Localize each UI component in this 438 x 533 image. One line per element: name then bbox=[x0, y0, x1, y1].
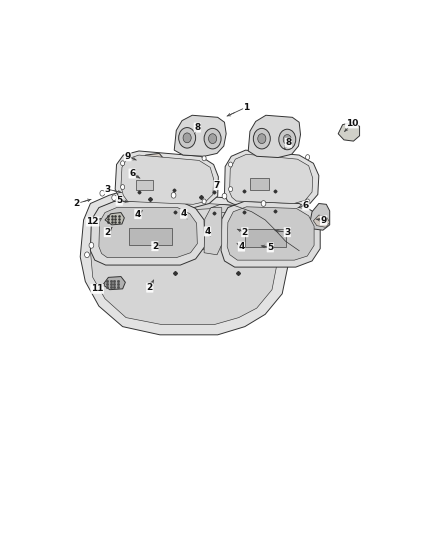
Polygon shape bbox=[103, 277, 125, 290]
Circle shape bbox=[85, 252, 89, 257]
Polygon shape bbox=[130, 228, 172, 245]
Polygon shape bbox=[221, 201, 320, 267]
Text: 4: 4 bbox=[204, 227, 211, 236]
Text: 8: 8 bbox=[285, 138, 291, 147]
Circle shape bbox=[112, 195, 117, 200]
Circle shape bbox=[202, 199, 206, 204]
Text: 1: 1 bbox=[244, 102, 250, 111]
Text: 4: 4 bbox=[135, 209, 141, 219]
Polygon shape bbox=[99, 207, 197, 257]
Text: 6: 6 bbox=[129, 169, 135, 178]
Circle shape bbox=[229, 162, 233, 167]
Text: 9: 9 bbox=[124, 152, 131, 161]
Polygon shape bbox=[221, 213, 260, 251]
Text: 8: 8 bbox=[194, 123, 201, 132]
Polygon shape bbox=[248, 115, 300, 158]
Polygon shape bbox=[250, 178, 268, 190]
Circle shape bbox=[276, 252, 281, 257]
Circle shape bbox=[253, 128, 270, 149]
Circle shape bbox=[179, 127, 196, 148]
Polygon shape bbox=[90, 201, 205, 265]
Text: 10: 10 bbox=[346, 119, 358, 128]
Circle shape bbox=[306, 155, 310, 159]
Text: 2: 2 bbox=[74, 199, 80, 208]
Polygon shape bbox=[99, 208, 160, 253]
Polygon shape bbox=[245, 229, 286, 247]
Text: 9: 9 bbox=[321, 216, 327, 225]
Circle shape bbox=[204, 128, 221, 149]
Text: 2: 2 bbox=[152, 241, 158, 251]
Circle shape bbox=[258, 134, 266, 143]
Polygon shape bbox=[90, 199, 279, 325]
Circle shape bbox=[183, 133, 191, 143]
Text: 5: 5 bbox=[267, 243, 273, 252]
Polygon shape bbox=[230, 154, 313, 204]
Polygon shape bbox=[121, 155, 214, 204]
Polygon shape bbox=[310, 204, 330, 230]
Text: 12: 12 bbox=[87, 217, 99, 226]
Circle shape bbox=[283, 134, 291, 144]
Circle shape bbox=[100, 190, 105, 196]
Polygon shape bbox=[160, 208, 221, 249]
Polygon shape bbox=[224, 150, 319, 207]
Polygon shape bbox=[136, 180, 153, 190]
Polygon shape bbox=[314, 215, 330, 227]
Text: 3: 3 bbox=[284, 228, 290, 237]
Circle shape bbox=[89, 218, 94, 224]
Circle shape bbox=[202, 156, 206, 161]
Circle shape bbox=[120, 161, 125, 166]
Circle shape bbox=[120, 184, 125, 190]
Text: 5: 5 bbox=[116, 196, 122, 205]
Text: 4: 4 bbox=[180, 209, 187, 218]
Polygon shape bbox=[115, 151, 219, 207]
Polygon shape bbox=[142, 172, 173, 184]
Polygon shape bbox=[227, 207, 314, 260]
Circle shape bbox=[306, 199, 310, 204]
Text: 2: 2 bbox=[104, 228, 110, 237]
Polygon shape bbox=[105, 213, 124, 225]
Circle shape bbox=[89, 243, 94, 248]
Polygon shape bbox=[338, 122, 360, 141]
Polygon shape bbox=[139, 154, 163, 167]
Text: 11: 11 bbox=[91, 285, 103, 293]
Circle shape bbox=[279, 129, 296, 150]
Polygon shape bbox=[80, 191, 291, 335]
Text: 6: 6 bbox=[303, 201, 309, 210]
Circle shape bbox=[208, 134, 217, 143]
Circle shape bbox=[171, 192, 176, 198]
Circle shape bbox=[222, 193, 227, 199]
Text: 4: 4 bbox=[238, 242, 245, 251]
Text: 3: 3 bbox=[104, 184, 110, 193]
Circle shape bbox=[229, 187, 233, 191]
Text: 2: 2 bbox=[147, 283, 153, 292]
Circle shape bbox=[261, 200, 266, 206]
Text: 7: 7 bbox=[214, 181, 220, 190]
Circle shape bbox=[275, 225, 279, 231]
Polygon shape bbox=[204, 207, 222, 255]
Text: 2: 2 bbox=[242, 228, 248, 237]
Polygon shape bbox=[174, 115, 226, 156]
